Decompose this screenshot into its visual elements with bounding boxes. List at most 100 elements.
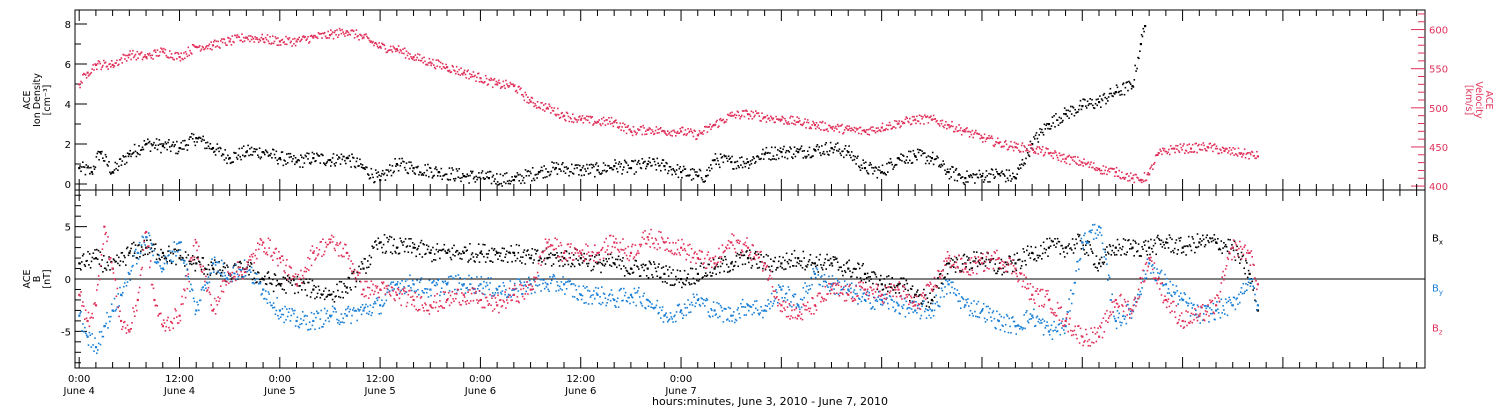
velocity-sample xyxy=(404,57,407,59)
by-sample xyxy=(909,307,911,309)
density-sample xyxy=(779,147,782,149)
density-sample xyxy=(467,175,469,177)
velocity-sample xyxy=(493,78,496,80)
density-sample xyxy=(537,173,539,175)
bx-sample xyxy=(903,283,906,286)
bx-sample xyxy=(834,256,836,259)
by-sample xyxy=(878,291,880,293)
velocity-ytick-label: 600 xyxy=(1429,26,1448,37)
by-sample xyxy=(187,275,190,278)
by-sample xyxy=(916,312,918,314)
velocity-sample xyxy=(628,128,630,131)
by-sample xyxy=(383,302,386,305)
by-sample xyxy=(781,297,783,299)
by-sample xyxy=(570,283,572,286)
by-sample xyxy=(507,293,510,296)
by-sample xyxy=(935,294,937,297)
bx-sample xyxy=(1200,244,1202,246)
velocity-sample xyxy=(715,121,717,123)
velocity-sample xyxy=(704,125,707,128)
velocity-sample xyxy=(1017,143,1019,145)
density-sample xyxy=(572,173,575,175)
bx-sample xyxy=(1224,245,1226,248)
density-sample xyxy=(521,175,523,177)
velocity-sample xyxy=(319,33,322,35)
bx-sample xyxy=(1178,237,1180,240)
bx-sample xyxy=(615,258,617,261)
bx-sample xyxy=(1095,255,1098,257)
velocity-sample xyxy=(577,119,579,121)
bx-sample xyxy=(689,283,691,286)
density-sample xyxy=(404,169,407,171)
density-sample xyxy=(283,159,285,161)
density-sample xyxy=(784,156,786,159)
bx-sample xyxy=(340,281,343,283)
by-sample xyxy=(754,300,756,303)
velocity-sample xyxy=(421,57,424,60)
velocity-sample xyxy=(1137,177,1139,179)
velocity-sample xyxy=(672,129,674,132)
by-sample xyxy=(661,306,664,308)
bx-sample xyxy=(635,260,637,262)
bx-sample xyxy=(741,254,743,257)
density-sample xyxy=(332,153,335,155)
by-sample xyxy=(720,306,723,309)
bx-sample xyxy=(1242,254,1245,257)
by-sample xyxy=(309,328,312,330)
density-sample xyxy=(112,172,115,174)
density-sample xyxy=(801,150,804,152)
velocity-sample xyxy=(492,79,495,81)
bx-sample xyxy=(604,263,607,265)
bx-sample xyxy=(821,266,823,269)
bx-sample xyxy=(1121,248,1123,251)
velocity-sample xyxy=(1012,146,1014,149)
velocity-sample xyxy=(1052,157,1054,160)
density-sample xyxy=(1071,105,1074,108)
velocity-point xyxy=(295,40,298,43)
by-sample xyxy=(906,308,908,310)
bx-sample xyxy=(636,265,638,267)
density-sample xyxy=(428,175,430,178)
by-sample xyxy=(775,289,777,291)
bx-sample xyxy=(915,293,917,296)
by-sample xyxy=(336,318,338,321)
density-sample xyxy=(660,162,663,164)
bx-sample xyxy=(658,263,660,265)
density-sample xyxy=(673,169,675,172)
velocity-sample xyxy=(468,77,470,80)
bx-sample xyxy=(1228,252,1230,255)
velocity-sample xyxy=(995,141,997,143)
by-sample xyxy=(891,299,893,301)
velocity-sample xyxy=(1228,147,1231,149)
bx-sample xyxy=(416,248,418,251)
bx-sample xyxy=(1039,255,1041,257)
bx-sample xyxy=(582,260,585,262)
velocity-sample xyxy=(987,137,989,140)
by-sample xyxy=(374,302,377,305)
velocity-sample xyxy=(408,58,410,60)
bx-sample xyxy=(413,243,416,246)
bx-sample xyxy=(653,263,656,265)
bx-sample xyxy=(832,256,835,258)
by-sample xyxy=(825,281,827,283)
bx-sample xyxy=(803,257,805,259)
velocity-sample xyxy=(853,126,856,129)
by-sample xyxy=(110,315,112,318)
bx-sample xyxy=(1123,253,1126,255)
by-sample xyxy=(587,303,590,305)
by-sample xyxy=(694,305,696,308)
velocity-sample xyxy=(182,58,184,61)
density-sample xyxy=(700,177,703,179)
density-sample xyxy=(496,173,498,175)
bx-sample xyxy=(561,255,563,258)
velocity-sample xyxy=(512,83,514,85)
by-sample xyxy=(693,296,695,298)
bx-sample xyxy=(388,238,390,241)
by-sample xyxy=(602,292,605,295)
density-sample xyxy=(527,170,529,172)
by-point xyxy=(629,293,633,296)
velocity-sample xyxy=(944,124,946,126)
bx-sample xyxy=(277,283,279,286)
bx-sample xyxy=(1236,245,1238,248)
by-sample xyxy=(975,315,977,318)
